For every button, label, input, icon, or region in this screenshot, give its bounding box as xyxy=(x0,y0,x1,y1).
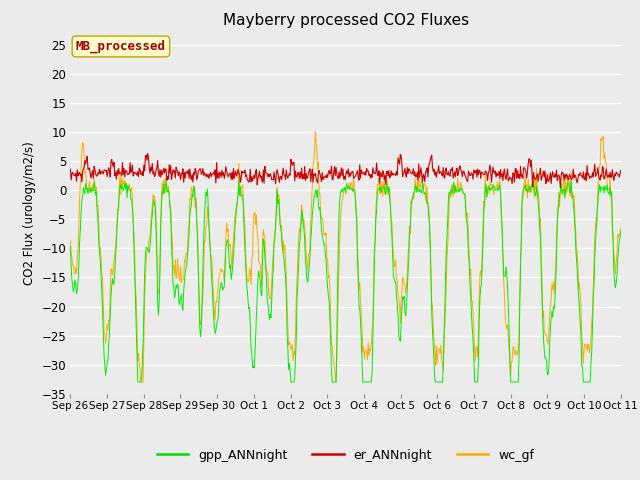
Title: Mayberry processed CO2 Fluxes: Mayberry processed CO2 Fluxes xyxy=(223,13,468,28)
Y-axis label: CO2 Flux (urology/m2/s): CO2 Flux (urology/m2/s) xyxy=(23,142,36,286)
Legend: gpp_ANNnight, er_ANNnight, wc_gf: gpp_ANNnight, er_ANNnight, wc_gf xyxy=(152,444,540,467)
Text: MB_processed: MB_processed xyxy=(76,40,166,53)
